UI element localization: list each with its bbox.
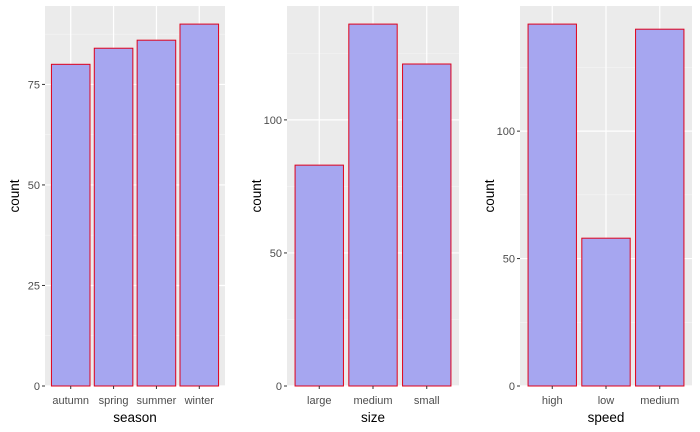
chart3-y-tick-label: 50	[503, 254, 515, 266]
chart3-y-tick-label: 0	[509, 381, 515, 393]
chart2-y-tick-label: 50	[270, 248, 282, 260]
chart3-x-axis-title: speed	[588, 410, 625, 425]
chart2-x-tick-label: large	[307, 395, 331, 407]
chart2-x-axis-title: size	[361, 410, 385, 425]
chart1-x-tick-label: summer	[137, 395, 177, 407]
chart2-bar-medium	[348, 23, 398, 387]
chart1-x-tick-label: winter	[184, 395, 215, 407]
chart1-bar-winter	[179, 23, 220, 387]
chart2-y-axis-title: count	[249, 179, 264, 212]
chart2-bar-small	[402, 63, 452, 387]
chart1-x-tick-label: spring	[99, 395, 129, 407]
chart1-bar-spring	[93, 47, 134, 387]
chart3-y-axis-title: count	[482, 179, 497, 212]
chart1-y-axis-title: count	[7, 179, 22, 212]
chart3-x-tick-label: medium	[640, 395, 679, 407]
chart3-bar-high	[527, 23, 577, 387]
chart1-y-tick-label: 25	[28, 280, 40, 292]
chart1-y-tick-label: 75	[28, 79, 40, 91]
chart2-x-tick-label: small	[414, 395, 440, 407]
chart1-x-tick-label: autumn	[52, 395, 89, 407]
chart2-x-tick-label: medium	[353, 395, 392, 407]
chart3-bar-low	[581, 237, 631, 387]
chart1-y-tick-label: 50	[28, 180, 40, 192]
chart2-y-tick-label: 0	[276, 381, 282, 393]
chart1-x-axis-title: season	[113, 410, 157, 425]
chart2-bar-large	[294, 164, 344, 387]
chart3-bar-medium	[635, 28, 685, 387]
chart3-x-tick-label: high	[542, 395, 563, 407]
chart3-y-tick-label: 100	[497, 126, 515, 138]
chart1-bar-autumn	[50, 63, 91, 387]
chart1-bar-summer	[136, 39, 177, 387]
chart3-x-tick-label: low	[598, 395, 615, 407]
chart2-y-tick-label: 100	[264, 115, 282, 127]
chart1-y-tick-label: 0	[34, 381, 40, 393]
